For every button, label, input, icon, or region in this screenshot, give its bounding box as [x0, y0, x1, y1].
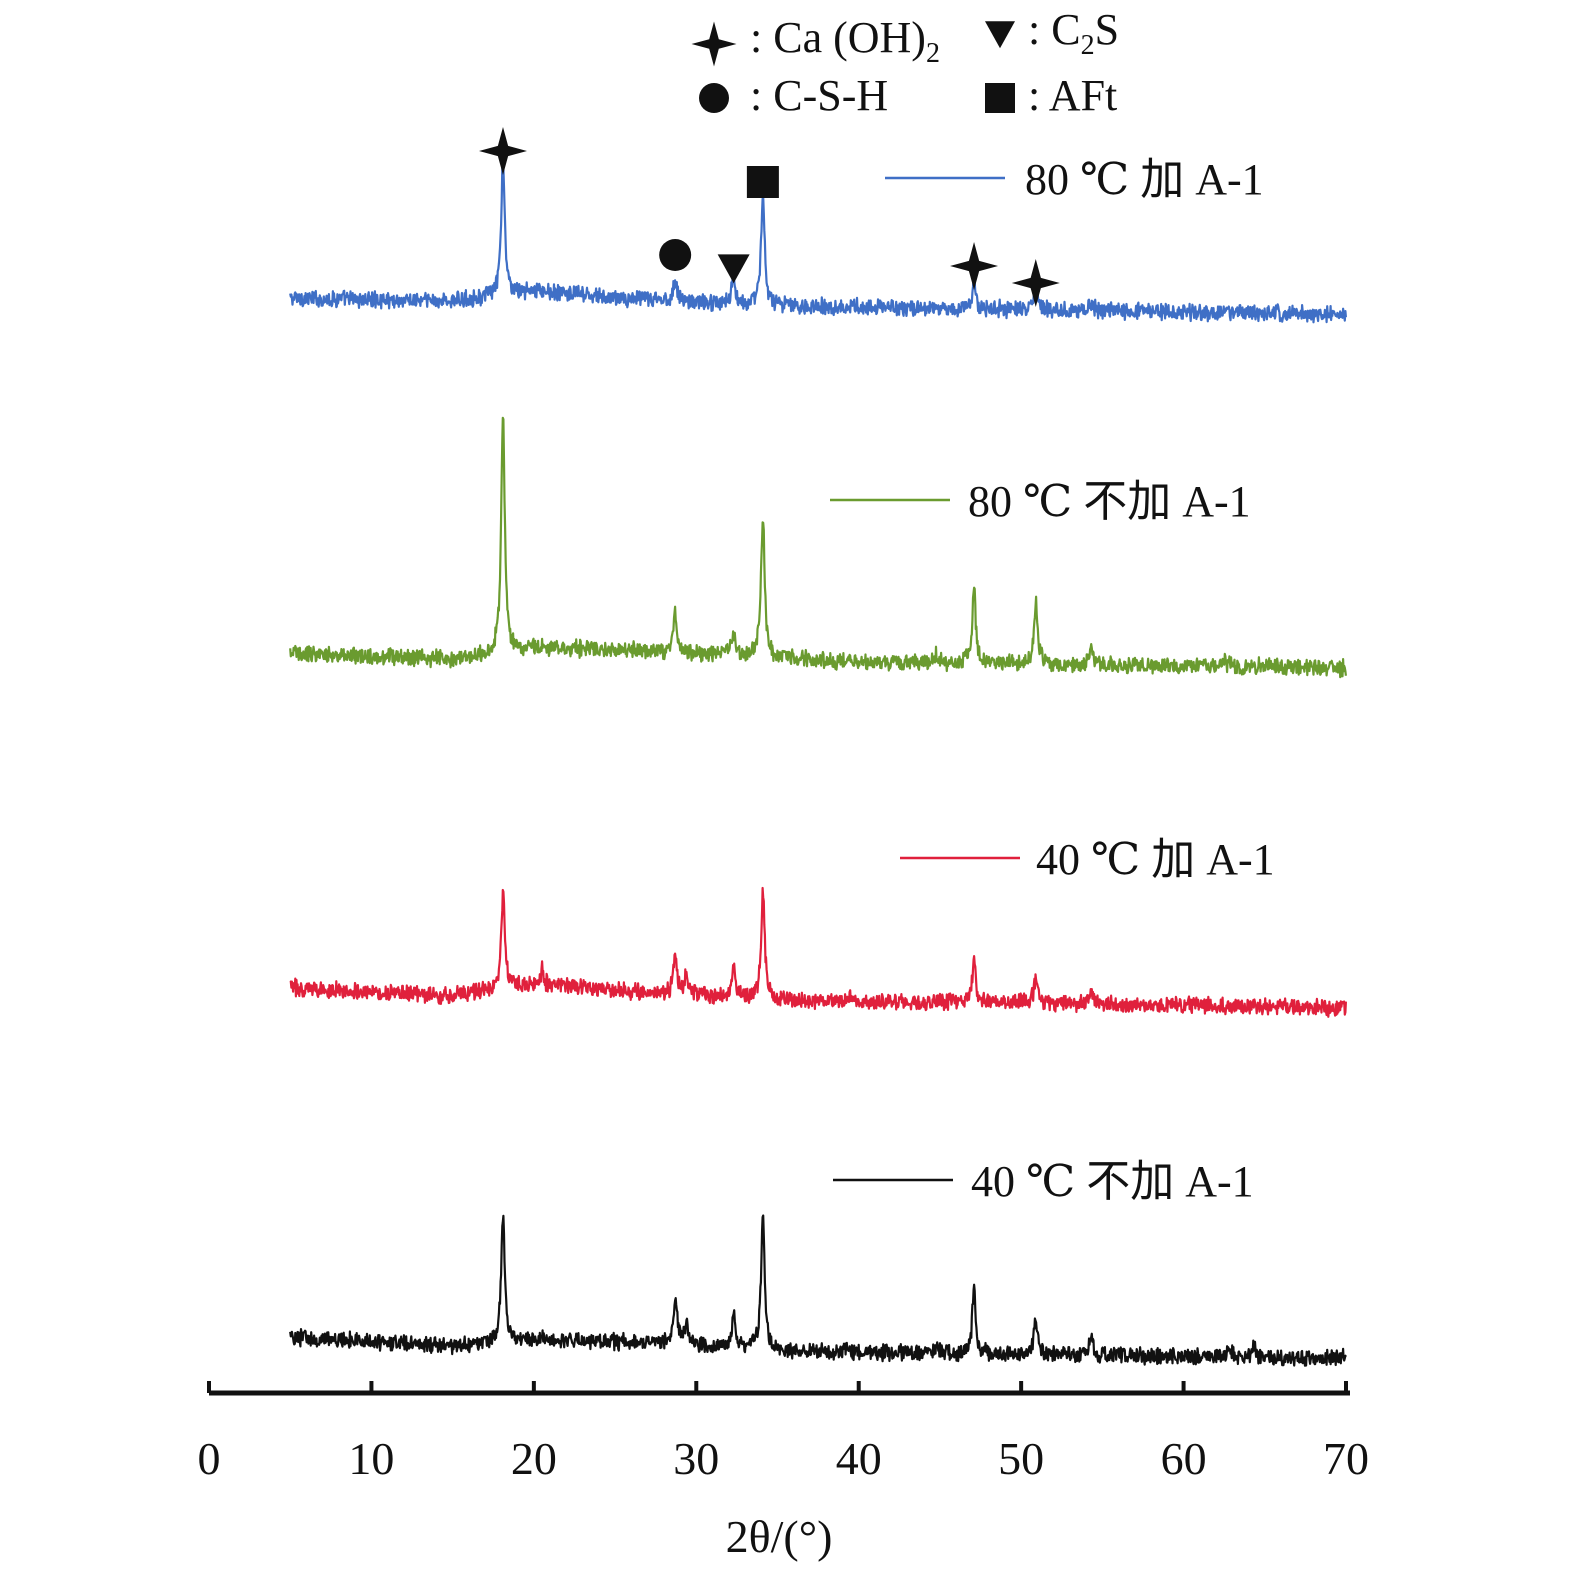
phase-key: : Ca (OH)2 : C2S : C-S-H : AFt	[691, 5, 1119, 120]
x-tick-label-50: 50	[998, 1433, 1044, 1484]
series-trace-4	[289, 1214, 1347, 1367]
circle-peak-marker-2	[659, 239, 692, 271]
phase-key-triangle-down-icon	[985, 21, 1015, 49]
phase-key-label-2: : C2S	[1028, 5, 1119, 61]
x-tick-label-70: 70	[1323, 1433, 1369, 1484]
x-tick-label-20: 20	[511, 1433, 557, 1484]
x-tick-label-0: 0	[198, 1433, 221, 1484]
phase-key-square-icon	[985, 83, 1015, 113]
x-axis: 0 10 20 30 40 50 60 70 2θ/(°)	[198, 1381, 1369, 1562]
phase-key-circle-icon	[699, 83, 729, 113]
star-peak-marker-1	[478, 127, 527, 175]
series-trace-3	[289, 886, 1347, 1018]
series-layer	[289, 159, 1347, 1367]
phase-key-label-4: : AFt	[1028, 71, 1117, 120]
legend-label-4: 40 ℃ 不加 A-1	[971, 1157, 1254, 1206]
phase-key-label-3: : C-S-H	[750, 71, 888, 120]
star-peak-marker-5	[950, 242, 999, 290]
x-tick-label-30: 30	[673, 1433, 719, 1484]
legend-label-2: 80 ℃ 不加 A-1	[968, 477, 1251, 526]
triangle-down-peak-marker-3	[717, 254, 750, 284]
x-ticks: 0 10 20 30 40 50 60 70	[198, 1381, 1369, 1484]
square-peak-marker-4	[746, 166, 779, 198]
x-tick-label-10: 10	[348, 1433, 394, 1484]
x-axis-title: 2θ/(°)	[726, 1511, 833, 1562]
series-trace-1	[289, 159, 1347, 324]
series-legend: 80 ℃ 加 A-1 80 ℃ 不加 A-1 40 ℃ 加 A-1 40 ℃ 不加 A…	[830, 155, 1275, 1206]
x-tick-label-40: 40	[836, 1433, 882, 1484]
legend-label-1: 80 ℃ 加 A-1	[1025, 155, 1264, 204]
phase-key-star-icon	[691, 21, 737, 67]
series-trace-2	[289, 416, 1347, 679]
legend-label-3: 40 ℃ 加 A-1	[1036, 835, 1275, 884]
star-peak-marker-6	[1011, 259, 1060, 307]
x-tick-label-60: 60	[1161, 1433, 1207, 1484]
phase-key-label-1: : Ca (OH)2	[750, 13, 940, 69]
peak-marker-layer	[478, 127, 1060, 307]
